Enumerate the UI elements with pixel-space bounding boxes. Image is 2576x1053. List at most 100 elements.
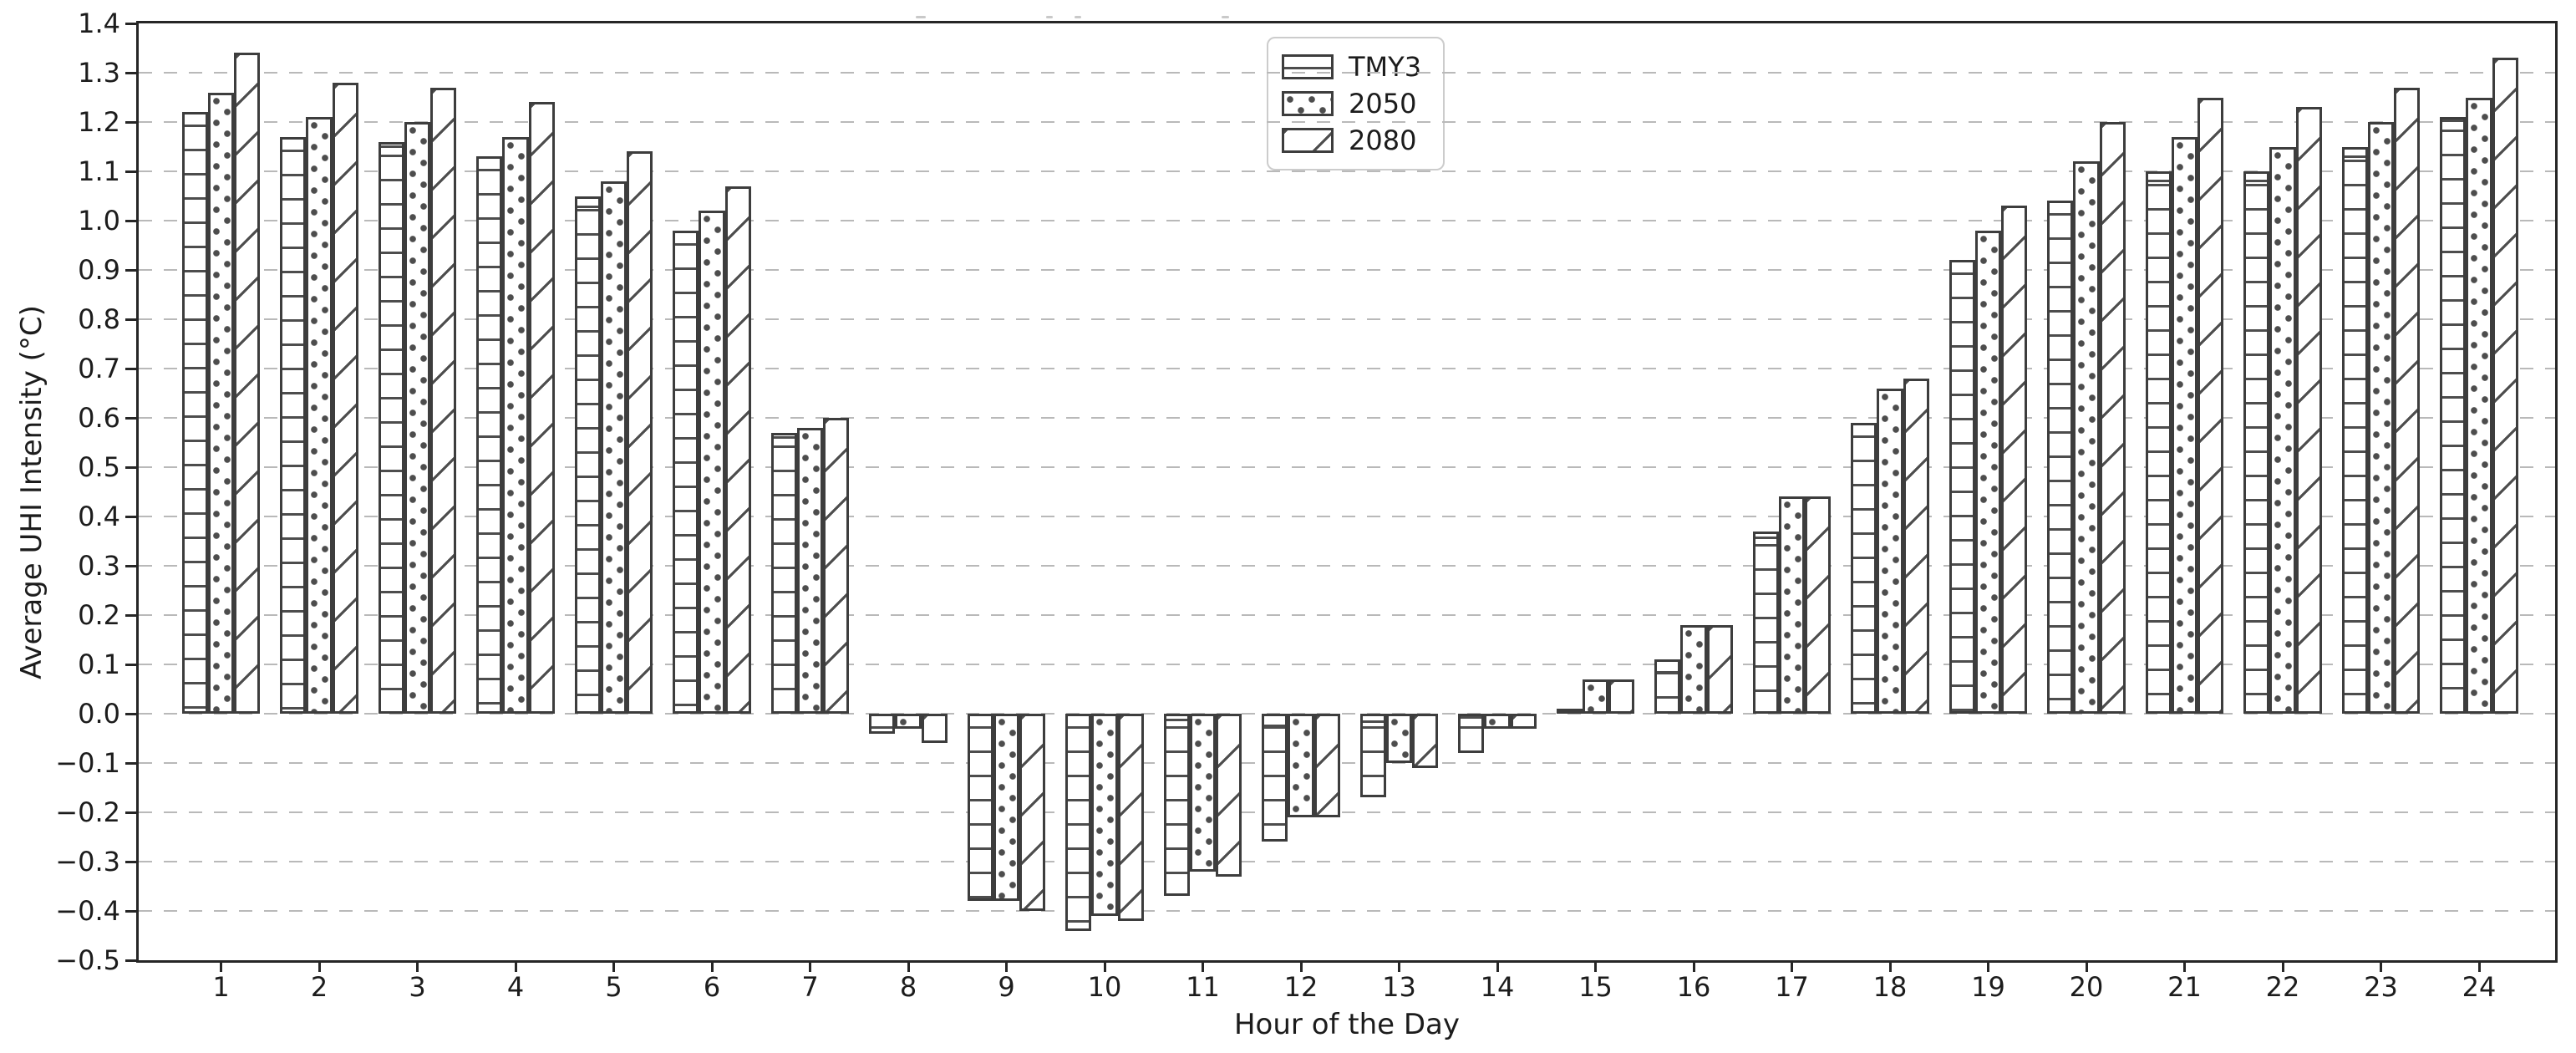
- y-tick-label: 0.3: [78, 550, 120, 582]
- bar-tmy3-hour-15: [1556, 709, 1583, 715]
- y-gridline: [139, 121, 2555, 123]
- bar-2080-hour-3: [430, 87, 457, 714]
- y-tick-mark: [125, 959, 139, 962]
- top-edge-artifact: [1222, 16, 1229, 18]
- y-tick-mark: [125, 71, 139, 74]
- y-tick-mark: [125, 268, 139, 272]
- y-tick-label: 0.2: [78, 599, 120, 631]
- y-tick-mark: [125, 416, 139, 420]
- bar-2080-hour-9: [1019, 714, 1046, 911]
- y-tick-label: −0.5: [55, 944, 120, 976]
- x-tick-label: 19: [1971, 971, 2005, 1003]
- y-gridline: [139, 516, 2555, 517]
- bar-2050-hour-4: [502, 136, 529, 714]
- x-tick-mark: [1888, 960, 1892, 972]
- x-tick-mark: [1692, 960, 1695, 972]
- bar-2050-hour-1: [207, 92, 235, 714]
- y-tick-label: 0.8: [78, 303, 120, 335]
- x-tick-label: 22: [2265, 971, 2300, 1003]
- legend-swatch-diagonal-lines-icon: [1282, 128, 1334, 153]
- x-tick-mark: [514, 960, 517, 972]
- legend-swatch-dots-icon: [1282, 91, 1334, 116]
- bar-2080-hour-20: [2099, 122, 2126, 714]
- bar-2080-hour-10: [1117, 714, 1144, 921]
- y-tick-label: 0.7: [78, 353, 120, 384]
- legend-label: 2080: [1349, 125, 1417, 156]
- bar-tmy3-hour-8: [869, 714, 896, 734]
- y-tick-mark: [125, 860, 139, 863]
- y-tick-mark: [125, 465, 139, 469]
- x-axis-label: Hour of the Day: [1233, 1008, 1461, 1041]
- bar-2080-hour-19: [2001, 206, 2028, 714]
- y-tick-label: −0.1: [55, 747, 120, 779]
- legend-item-2080: 2080: [1282, 122, 1421, 159]
- y-gridline: [139, 565, 2555, 567]
- x-tick-label: 18: [1872, 971, 1908, 1003]
- x-tick-mark: [1987, 960, 1989, 972]
- bar-2050-hour-20: [2073, 161, 2100, 714]
- x-tick-mark: [416, 960, 419, 972]
- y-tick-label: 0.4: [78, 501, 120, 532]
- x-tick-mark: [1594, 960, 1597, 972]
- bar-tmy3-hour-1: [181, 112, 208, 714]
- y-tick-mark: [125, 515, 139, 518]
- y-tick-mark: [125, 712, 139, 715]
- bar-tmy3-hour-13: [1359, 714, 1386, 798]
- bar-2050-hour-22: [2269, 146, 2296, 714]
- x-tick-mark: [907, 960, 910, 972]
- x-tick-label: 24: [2462, 971, 2497, 1003]
- bar-2080-hour-24: [2492, 58, 2518, 714]
- top-edge-artifact: [1046, 16, 1053, 18]
- y-tick-label: 0.0: [78, 698, 120, 730]
- bar-2080-hour-5: [627, 151, 653, 714]
- x-tick-mark: [1103, 960, 1106, 972]
- y-gridline: [139, 269, 2555, 271]
- x-tick-label: 5: [605, 971, 622, 1003]
- y-gridline: [139, 664, 2555, 665]
- bar-2080-hour-2: [332, 82, 358, 714]
- y-gridline: [139, 368, 2555, 369]
- x-tick-label: 15: [1578, 971, 1613, 1003]
- bar-2080-hour-13: [1412, 714, 1439, 768]
- y-gridline: [139, 170, 2555, 172]
- bar-tmy3-hour-11: [1163, 714, 1190, 897]
- x-tick-label: 3: [409, 971, 426, 1003]
- bar-tmy3-hour-21: [2145, 171, 2172, 714]
- x-tick-label: 16: [1676, 971, 1711, 1003]
- bar-2050-hour-2: [306, 117, 333, 714]
- y-gridline: [139, 318, 2555, 320]
- bar-2050-hour-13: [1385, 714, 1413, 763]
- x-tick-label: 23: [2364, 971, 2398, 1003]
- x-tick-mark: [2380, 960, 2382, 972]
- x-tick-label: 17: [1775, 971, 1809, 1003]
- bar-2050-hour-24: [2466, 97, 2492, 714]
- x-tick-mark: [2183, 960, 2186, 972]
- bar-2050-hour-5: [600, 181, 627, 714]
- y-tick-label: −0.3: [55, 846, 120, 878]
- x-tick-mark: [2477, 960, 2481, 972]
- y-tick-label: 0.6: [78, 402, 120, 434]
- y-tick-mark: [125, 909, 139, 913]
- y-gridline: [139, 466, 2555, 468]
- x-tick-label: 1: [212, 971, 230, 1003]
- x-tick-mark: [1398, 960, 1400, 972]
- y-gridline: [139, 811, 2555, 813]
- y-gridline: [139, 220, 2555, 221]
- bar-2080-hour-17: [1805, 496, 1832, 714]
- x-tick-mark: [1791, 960, 1793, 972]
- bar-2080-hour-15: [1608, 679, 1635, 714]
- bar-2080-hour-22: [2295, 107, 2322, 714]
- legend-item-tmy3: TMY3: [1282, 48, 1421, 85]
- bar-tmy3-hour-4: [476, 156, 503, 714]
- bar-tmy3-hour-24: [2440, 117, 2467, 714]
- y-tick-mark: [125, 367, 139, 370]
- y-tick-label: −0.2: [55, 796, 120, 828]
- bar-tmy3-hour-23: [2341, 146, 2368, 714]
- y-tick-label: 0.5: [78, 451, 120, 483]
- bar-tmy3-hour-10: [1065, 714, 1092, 931]
- bar-tmy3-hour-6: [673, 230, 699, 714]
- x-tick-mark: [1202, 960, 1204, 972]
- y-gridline: [139, 614, 2555, 616]
- bar-2080-hour-16: [1706, 624, 1733, 714]
